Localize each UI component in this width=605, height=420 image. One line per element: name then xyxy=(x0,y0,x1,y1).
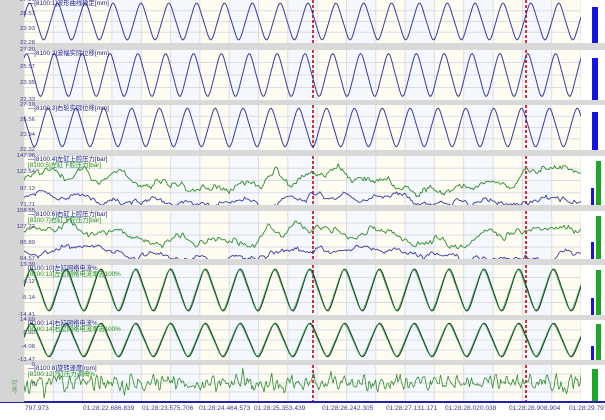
svg-text:-30.72: -30.72 xyxy=(12,379,18,393)
